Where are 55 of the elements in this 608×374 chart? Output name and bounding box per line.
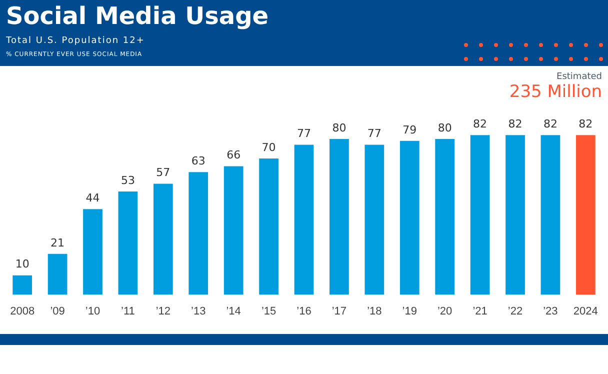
data-label: 80 xyxy=(438,121,452,134)
data-label: 80 xyxy=(332,121,346,134)
bar xyxy=(153,184,173,295)
x-tick-label: ’09 xyxy=(50,305,65,318)
bar xyxy=(364,144,384,295)
data-label: 63 xyxy=(191,154,206,168)
x-tick-label: ’17 xyxy=(332,305,347,318)
bar xyxy=(294,144,314,295)
x-tick-label: ’20 xyxy=(437,305,452,318)
x-tick-label: ’13 xyxy=(191,305,206,318)
data-label: 21 xyxy=(50,236,65,250)
data-label: 10 xyxy=(15,258,30,271)
bar xyxy=(330,138,349,295)
chart-title: Social Media Usage xyxy=(6,2,269,30)
bar xyxy=(48,254,68,295)
text: 235 Million xyxy=(509,82,602,102)
data-label: 66 xyxy=(226,148,241,162)
x-tick-label: ’21 xyxy=(472,305,488,318)
data-label: 82 xyxy=(543,117,558,130)
x-tick-label: ’12 xyxy=(156,305,171,318)
data-label: 53 xyxy=(120,174,135,187)
bar xyxy=(470,135,490,295)
data-label: 79 xyxy=(402,123,417,136)
bar xyxy=(400,140,420,295)
bar xyxy=(188,172,208,295)
data-label: 77 xyxy=(297,127,311,140)
data-label: 70 xyxy=(262,140,276,154)
data-label: 82 xyxy=(473,117,488,130)
bar xyxy=(12,275,32,295)
data-label: 82 xyxy=(508,117,522,130)
x-tick-label: ’18 xyxy=(367,305,382,318)
data-label: 82 xyxy=(578,117,593,130)
chart-subtitle: Total U.S. Population 12+ xyxy=(6,36,145,46)
x-tick-label: ’11 xyxy=(121,305,135,318)
x-tick-label: 2008 xyxy=(10,305,35,318)
x-tick-label: ’14 xyxy=(226,305,241,318)
bar xyxy=(224,166,244,295)
bar xyxy=(435,138,455,295)
x-tick-label: ’10 xyxy=(85,305,100,318)
x-tick-label: ’19 xyxy=(402,305,417,318)
x-tick-label: ’22 xyxy=(508,305,523,318)
bar xyxy=(540,135,560,295)
x-tick-label: 2024 xyxy=(573,305,598,318)
x-tick-label: ’16 xyxy=(296,305,312,318)
bar xyxy=(506,135,525,295)
bar xyxy=(83,209,102,295)
x-tick-label: ’23 xyxy=(543,305,558,318)
x-tick-label: ’15 xyxy=(261,305,276,318)
bar xyxy=(118,192,138,295)
data-label: 57 xyxy=(156,166,170,180)
bar xyxy=(576,135,596,295)
text: Estimated xyxy=(556,72,602,82)
bar xyxy=(259,158,278,295)
data-label: 44 xyxy=(86,191,100,204)
data-label: 77 xyxy=(367,127,382,140)
